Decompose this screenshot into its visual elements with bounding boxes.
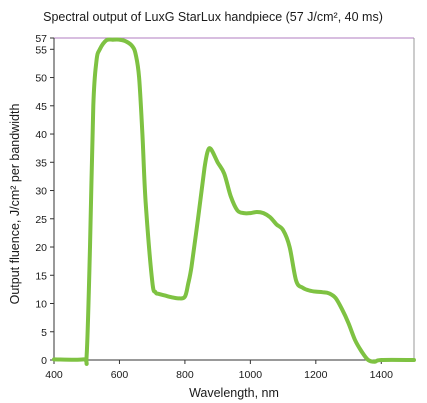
y-tick-label: 55	[35, 44, 47, 56]
plot-area	[53, 37, 415, 361]
x-tick-label: 600	[111, 369, 129, 381]
chart-title: Spectral output of LuxG StarLux handpiec…	[43, 10, 383, 24]
y-tick-label: 35	[35, 157, 47, 169]
y-tick-label: 57	[35, 33, 47, 45]
y-tick-label: 5	[41, 327, 47, 339]
x-tick-label: 1400	[370, 369, 394, 381]
y-tick-label: 0	[41, 355, 47, 367]
y-tick-label: 25	[35, 214, 47, 226]
y-tick-label: 45	[35, 101, 47, 113]
x-axis-ticks: 400 600 800 1000 1200 1400	[45, 360, 393, 381]
x-tick-label: 1200	[304, 369, 328, 381]
x-tick-label: 800	[176, 369, 194, 381]
y-tick-label: 30	[35, 186, 47, 198]
y-tick-label: 50	[35, 73, 47, 85]
y-tick-label: 10	[35, 299, 47, 311]
series-layer	[52, 37, 416, 366]
y-tick-label: 40	[35, 129, 47, 141]
y-tick-label: 15	[35, 270, 47, 282]
x-tick-label: 1000	[239, 369, 263, 381]
y-axis-label: Output fluence, J/cm² per bandwidth	[8, 104, 22, 305]
y-tick-label: 20	[35, 242, 47, 254]
spectral-output-line	[52, 37, 416, 366]
x-tick-label: 400	[45, 369, 63, 381]
x-axis-label: Wavelength, nm	[189, 386, 279, 400]
